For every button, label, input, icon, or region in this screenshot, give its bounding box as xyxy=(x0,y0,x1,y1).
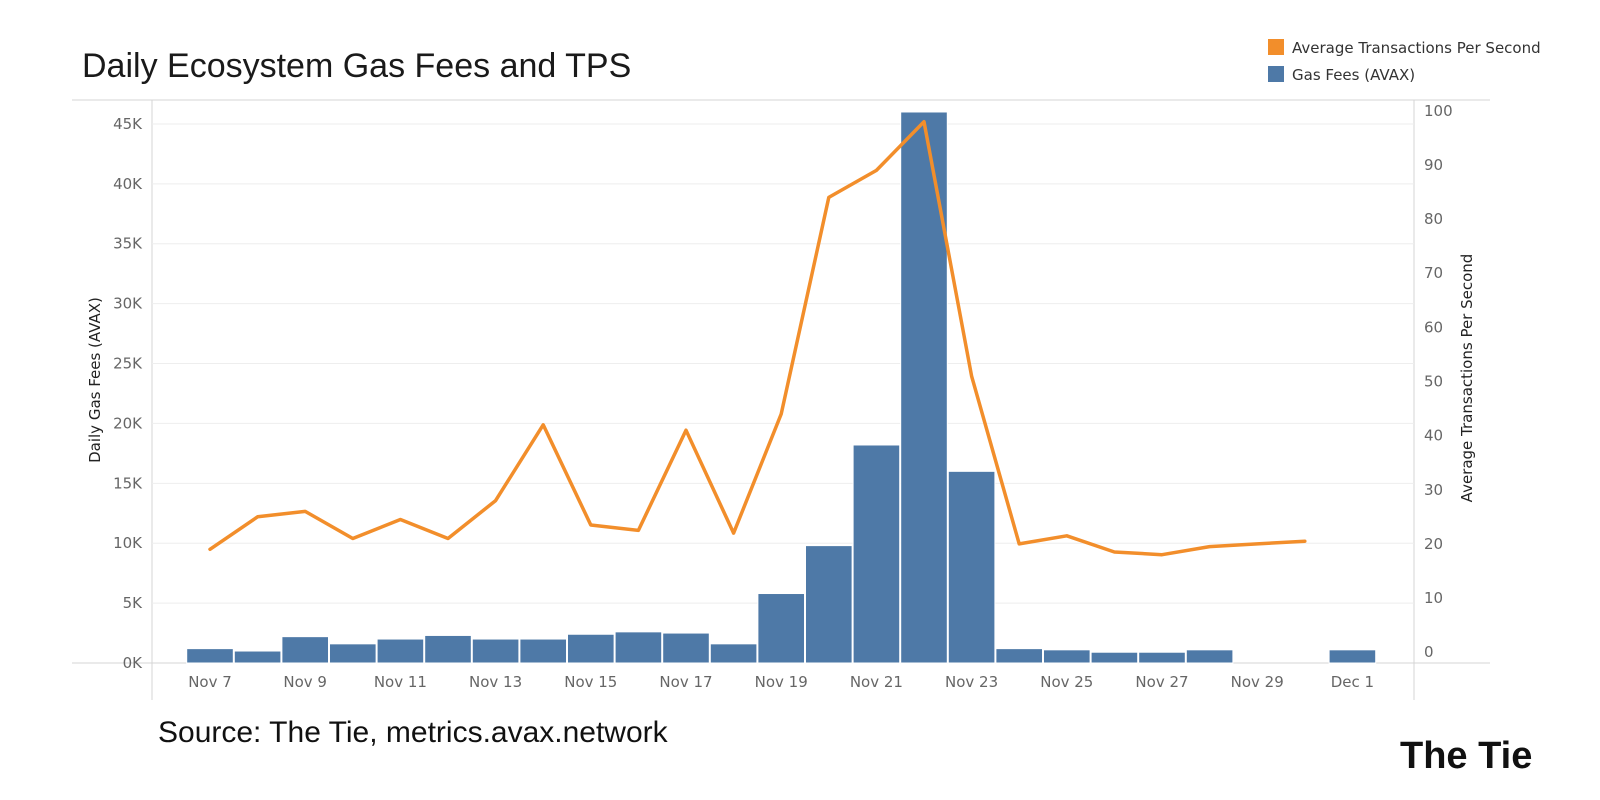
right-axis-ticks: 0 10 20 30 40 50 60 70 80 90 100 xyxy=(1424,102,1453,661)
tps-line xyxy=(208,119,1307,557)
gas-fee-bar xyxy=(1090,651,1139,664)
gas-fee-bar xyxy=(805,545,853,664)
left-axis-tick-label: 0K xyxy=(123,654,144,672)
gas-fee-bar xyxy=(329,643,377,664)
x-axis-tick-label: Nov 27 xyxy=(1135,673,1188,691)
gas-fee-bars xyxy=(186,111,1377,664)
right-axis-tick-label: 100 xyxy=(1424,102,1453,120)
left-axis-ticks: 0K 5K 10K 15K 20K 25K 30K 35K 40K 45K xyxy=(113,115,143,672)
gas-fee-bar xyxy=(709,643,758,664)
right-axis-label: Average Transactions Per Second xyxy=(1458,254,1476,503)
gas-fee-bar xyxy=(900,111,948,664)
tps-line-series xyxy=(208,119,1307,557)
gas-fee-bar xyxy=(519,638,568,664)
gas-fee-bar xyxy=(1138,651,1186,664)
x-axis-ticks: Nov 7 Nov 9 Nov 11 Nov 13 Nov 15 Nov 17 Nov 19… xyxy=(188,673,1374,691)
left-axis-tick-label: 10K xyxy=(113,534,143,552)
gas-fee-bar xyxy=(233,650,282,664)
x-axis-tick-label: Nov 7 xyxy=(188,673,232,691)
gas-fee-bar xyxy=(1185,649,1234,664)
left-axis-label: Daily Gas Fees (AVAX) xyxy=(86,297,104,463)
x-axis-tick-label: Nov 23 xyxy=(945,673,998,691)
gas-fee-bar xyxy=(757,593,806,664)
left-axis-tick-label: 30K xyxy=(113,295,143,313)
left-axis-tick-label: 20K xyxy=(113,414,143,432)
source-caption: Source: The Tie, metrics.avax.network xyxy=(158,716,669,749)
legend: Average Transactions Per Second Gas Fees… xyxy=(1268,39,1541,84)
right-axis-tick-label: 90 xyxy=(1424,156,1443,174)
legend-swatch-tps xyxy=(1268,39,1284,55)
gas-fee-bar xyxy=(852,444,901,664)
gas-fee-bar xyxy=(1043,649,1091,664)
x-axis-tick-label: Nov 17 xyxy=(659,673,712,691)
gas-fee-bar xyxy=(614,631,663,664)
gas-fee-bar xyxy=(281,636,329,664)
gas-fee-bar xyxy=(376,638,425,664)
right-axis-tick-label: 30 xyxy=(1424,481,1443,499)
gas-fee-bar xyxy=(471,638,520,664)
left-axis-tick-label: 35K xyxy=(113,235,143,253)
gas-fee-bar xyxy=(995,648,1044,664)
left-axis-tick-label: 40K xyxy=(113,175,143,193)
right-axis-tick-label: 80 xyxy=(1424,210,1443,228)
right-axis-tick-label: 20 xyxy=(1424,535,1443,553)
legend-swatch-gas-fees xyxy=(1268,66,1284,82)
x-axis-tick-label: Dec 1 xyxy=(1331,673,1374,691)
legend-label-tps: Average Transactions Per Second xyxy=(1292,39,1541,57)
x-axis-tick-label: Nov 19 xyxy=(755,673,808,691)
x-axis-tick-label: Nov 11 xyxy=(374,673,427,691)
gas-fee-bar xyxy=(947,470,996,664)
left-axis-tick-label: 45K xyxy=(113,115,143,133)
x-axis-tick-label: Nov 21 xyxy=(850,673,903,691)
left-axis-tick-label: 25K xyxy=(113,355,143,373)
right-axis-tick-label: 60 xyxy=(1424,318,1443,336)
right-axis-tick-label: 0 xyxy=(1424,643,1434,661)
right-axis-tick-label: 50 xyxy=(1424,373,1443,391)
x-axis-tick-label: Nov 13 xyxy=(469,673,522,691)
brand-logo-text: The Tie xyxy=(1400,735,1532,777)
right-axis-tick-label: 70 xyxy=(1424,264,1443,282)
gas-fee-bar xyxy=(567,633,615,664)
x-axis-tick-label: Nov 25 xyxy=(1040,673,1093,691)
x-axis-tick-label: Nov 9 xyxy=(283,673,327,691)
left-axis-tick-label: 15K xyxy=(113,474,143,492)
x-axis-tick-label: Nov 15 xyxy=(564,673,617,691)
left-axis-tick-label: 5K xyxy=(123,594,144,612)
gas-fee-bar xyxy=(662,632,710,664)
gas-fee-bar xyxy=(186,648,234,664)
right-axis-tick-label: 40 xyxy=(1424,427,1443,445)
gas-fee-bar xyxy=(1328,649,1377,664)
right-axis-tick-label: 10 xyxy=(1424,589,1443,607)
gas-fee-bar xyxy=(424,634,472,664)
legend-label-gas-fees: Gas Fees (AVAX) xyxy=(1292,66,1415,84)
x-axis-tick-label: Nov 29 xyxy=(1231,673,1284,691)
chart-title: Daily Ecosystem Gas Fees and TPS xyxy=(82,47,631,85)
